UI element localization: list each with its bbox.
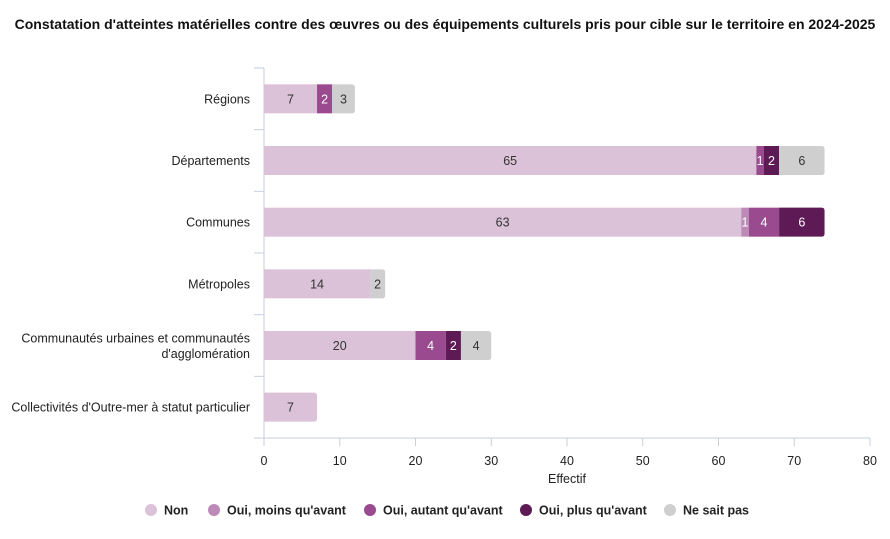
data-label: 2 (450, 339, 457, 353)
x-tick-label: 40 (560, 454, 574, 468)
bar-segment[interactable] (264, 269, 371, 299)
legend-marker (364, 504, 376, 516)
bar-segment[interactable] (779, 207, 825, 237)
bar-segment[interactable] (763, 146, 780, 175)
data-label: 1 (742, 216, 749, 230)
data-label: 2 (374, 277, 381, 291)
x-tick-label: 30 (484, 454, 498, 468)
plot-area: 0 10 20 30 40 50 60 70 80 Régions Départements Comm… (11, 67, 877, 468)
x-tick-label: 70 (787, 454, 801, 468)
category-label: Communautés urbaines et communautés d'agg… (21, 331, 250, 361)
legend-item-label[interactable]: Oui, moins qu'avant (227, 504, 347, 518)
legend-marker (664, 504, 676, 516)
x-tick-label: 50 (636, 454, 650, 468)
bar-segment[interactable] (264, 392, 318, 422)
legend-marker (145, 504, 157, 516)
category-label-line: Régions (204, 92, 250, 106)
bar-segment[interactable] (370, 269, 386, 299)
x-tick-label: 60 (712, 454, 726, 468)
category-label-line: Communes (186, 216, 250, 230)
category-label: Régions (204, 92, 250, 106)
category-label: Départements (171, 154, 250, 168)
x-tick-label: 80 (863, 454, 877, 468)
data-label: 7 (287, 92, 294, 106)
legend: Non Oui, moins qu'avant Oui, autant qu'ava… (145, 504, 749, 518)
category-label-line: Départements (171, 154, 250, 168)
data-label: 3 (340, 92, 347, 106)
data-label: 63 (496, 216, 510, 230)
bar-segment[interactable] (460, 331, 492, 360)
bar-segment[interactable] (779, 146, 825, 175)
category-label-line: Communautés urbaines et communautés (21, 331, 250, 345)
bar-segment[interactable] (264, 146, 757, 175)
legend-item-label[interactable]: Oui, autant qu'avant (383, 504, 503, 518)
data-label: 4 (760, 216, 767, 230)
x-tick-label: 0 (261, 454, 268, 468)
legend-marker (208, 504, 220, 516)
bar-segment[interactable] (445, 331, 461, 360)
category-label: Communes (186, 216, 250, 230)
legend-item-label[interactable]: Non (164, 504, 188, 518)
bar-segment[interactable] (741, 207, 749, 237)
data-label: 2 (321, 92, 328, 106)
bar-segment[interactable] (415, 331, 446, 360)
data-label: 14 (310, 277, 324, 291)
category-label-line: Métropoles (188, 277, 250, 291)
bar-segment[interactable] (264, 331, 416, 360)
category-label-line: Collectivités d'Outre-mer à statut parti… (11, 401, 250, 415)
data-label: 4 (427, 339, 434, 353)
x-tick-label: 20 (409, 454, 423, 468)
x-tick-label: 10 (333, 454, 347, 468)
legend-marker (520, 504, 532, 516)
bar-segment[interactable] (264, 84, 318, 114)
data-label: 7 (287, 401, 294, 415)
bar-segment[interactable] (264, 207, 742, 237)
data-label: 4 (473, 339, 480, 353)
data-label: 6 (798, 216, 805, 230)
data-label: 6 (798, 154, 805, 168)
bar-segment[interactable] (748, 207, 780, 237)
category-label-line: d'agglomération (161, 347, 250, 361)
data-label: 65 (503, 154, 517, 168)
data-label: 2 (768, 154, 775, 168)
data-label: 1 (757, 154, 764, 168)
bar-segment[interactable] (756, 146, 764, 175)
x-axis-label: Effectif (548, 472, 587, 486)
legend-item-label[interactable]: Oui, plus qu'avant (539, 504, 648, 518)
bar-segment[interactable] (332, 84, 355, 114)
data-label: 20 (333, 339, 347, 353)
category-label: Collectivités d'Outre-mer à statut parti… (11, 401, 250, 415)
bar-segment[interactable] (317, 84, 333, 114)
chart-title: Constatation d'atteintes matérielles con… (15, 16, 876, 32)
legend-item-label[interactable]: Ne sait pas (683, 504, 749, 518)
category-label: Métropoles (188, 277, 250, 291)
